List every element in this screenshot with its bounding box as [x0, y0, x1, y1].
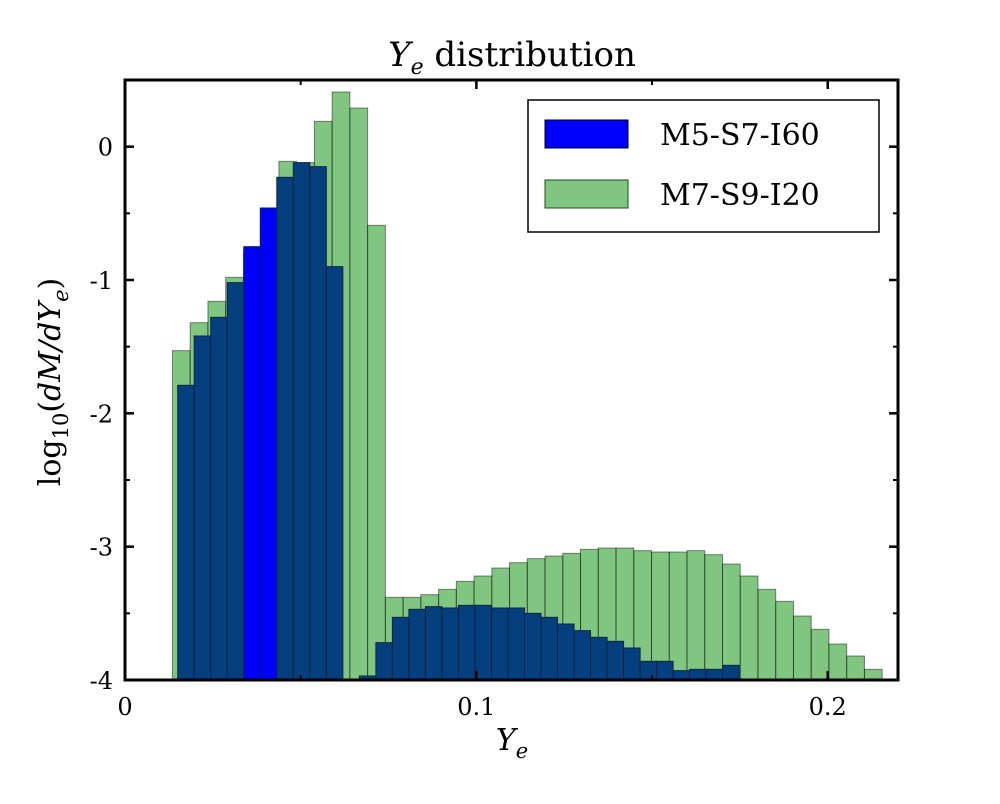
- y-axis-label-function-subscript: 10: [49, 413, 73, 440]
- y-tick-label-0: 0: [98, 134, 113, 162]
- bar-m5-s7-i60-27: [623, 647, 641, 681]
- bar-m5-s7-i60-18: [474, 604, 492, 681]
- bar-m7-s9-i20-39: [863, 668, 883, 681]
- bar-m5-s7-i60-5: [259, 207, 278, 681]
- bar-m5-s7-i60-16: [441, 607, 459, 681]
- bar-m5-s7-i60-24: [573, 630, 592, 681]
- chart-title: Ye distribution: [388, 35, 636, 80]
- bar-m5-s7-i60-17: [457, 604, 476, 681]
- y-axis-label-body-subscript: e: [49, 289, 73, 301]
- y-axis-label-close-paren: ): [33, 278, 68, 290]
- legend-label-m7-s9-i20: M7-S9-I20: [660, 178, 820, 213]
- bar-m5-s7-i60-33: [722, 664, 740, 681]
- y-tick-label-4: -4: [90, 667, 113, 695]
- bar-m5-s7-i60-7: [292, 162, 311, 681]
- bar-m7-s9-i20-36: [810, 628, 830, 681]
- bar-m5-s7-i60-1: [193, 335, 212, 681]
- bar-m7-s9-i20-10: [349, 107, 369, 681]
- bar-m5-s7-i60-2: [210, 316, 228, 681]
- bar-m5-s7-i60-9: [325, 266, 344, 681]
- bar-m5-s7-i60-6: [276, 176, 294, 681]
- bar-m5-s7-i60-13: [391, 616, 410, 681]
- bar-m5-s7-i60-23: [557, 623, 575, 681]
- legend: M5-S7-I60 M7-S9-I20: [527, 99, 880, 233]
- y-axis-label-body: dM/dY: [33, 299, 68, 401]
- y-axis-label-open-paren: (: [33, 401, 68, 413]
- bar-m7-s9-i20-34: [775, 600, 794, 681]
- bar-m5-s7-i60-14: [408, 608, 426, 681]
- y-tick-label-1: -1: [90, 267, 113, 295]
- bar-m5-s7-i60-4: [243, 246, 261, 681]
- bar-m7-s9-i20-31: [721, 563, 741, 681]
- y-tick-label-3: -3: [90, 534, 113, 562]
- legend-swatch-m7-s9-i20: [544, 179, 629, 209]
- x-tick-label-0: 0: [117, 693, 132, 721]
- x-axis-label-variable: Y: [496, 723, 519, 758]
- bar-m7-s9-i20-33: [757, 588, 777, 681]
- title-variable: Y: [388, 35, 414, 75]
- bar-m5-s7-i60-21: [524, 612, 542, 681]
- y-axis-label: log10(dM/dYe): [33, 278, 73, 487]
- x-tick-label-2: 0.2: [809, 693, 847, 721]
- bar-m5-s7-i60-0: [177, 384, 195, 681]
- legend-swatch-m5-s7-i60: [544, 119, 629, 149]
- bar-m7-s9-i20-32: [739, 575, 759, 681]
- bar-m5-s7-i60-3: [226, 282, 245, 681]
- bar-m7-s9-i20-11: [367, 224, 386, 681]
- title-variable-subscript: e: [411, 55, 424, 80]
- bar-m7-s9-i20-27: [651, 551, 670, 681]
- x-axis-label: Ye: [496, 723, 528, 763]
- title-rest: distribution: [424, 35, 636, 75]
- plot-frame: [123, 78, 900, 682]
- bar-m5-s7-i60-15: [424, 606, 443, 681]
- legend-label-m5-s7-i60: M5-S7-I60: [660, 118, 820, 153]
- bar-m7-s9-i20-29: [686, 550, 706, 681]
- bar-m5-s7-i60-8: [309, 166, 327, 681]
- y-tick-labels: 0 -1 -2 -3 -4: [90, 134, 113, 695]
- bar-m5-s7-i60-19: [490, 607, 509, 681]
- bar-m5-s7-i60-29: [656, 660, 674, 681]
- bar-m5-s7-i60-26: [606, 640, 625, 681]
- bar-m7-s9-i20-35: [792, 615, 812, 681]
- y-axis-label-function: log: [33, 439, 68, 486]
- bar-m7-s9-i20-37: [828, 643, 848, 681]
- x-tick-labels: 0 0.1 0.2: [117, 693, 846, 721]
- x-tick-label-1: 0.1: [457, 693, 495, 721]
- y-tick-label-2: -2: [90, 400, 113, 428]
- bar-m5-s7-i60-32: [705, 668, 724, 681]
- bar-m7-s9-i20-30: [704, 554, 723, 681]
- bar-m5-s7-i60-31: [689, 668, 707, 681]
- bar-m5-s7-i60-28: [639, 660, 658, 681]
- bar-m7-s9-i20-38: [846, 655, 865, 681]
- bar-m5-s7-i60-25: [590, 636, 608, 681]
- bar-m5-s7-i60-22: [540, 616, 559, 681]
- bar-m7-s9-i20-28: [668, 551, 688, 681]
- bar-m5-s7-i60-20: [507, 607, 526, 681]
- x-axis-label-subscript: e: [516, 739, 528, 763]
- bar-m5-s7-i60-12: [375, 642, 393, 681]
